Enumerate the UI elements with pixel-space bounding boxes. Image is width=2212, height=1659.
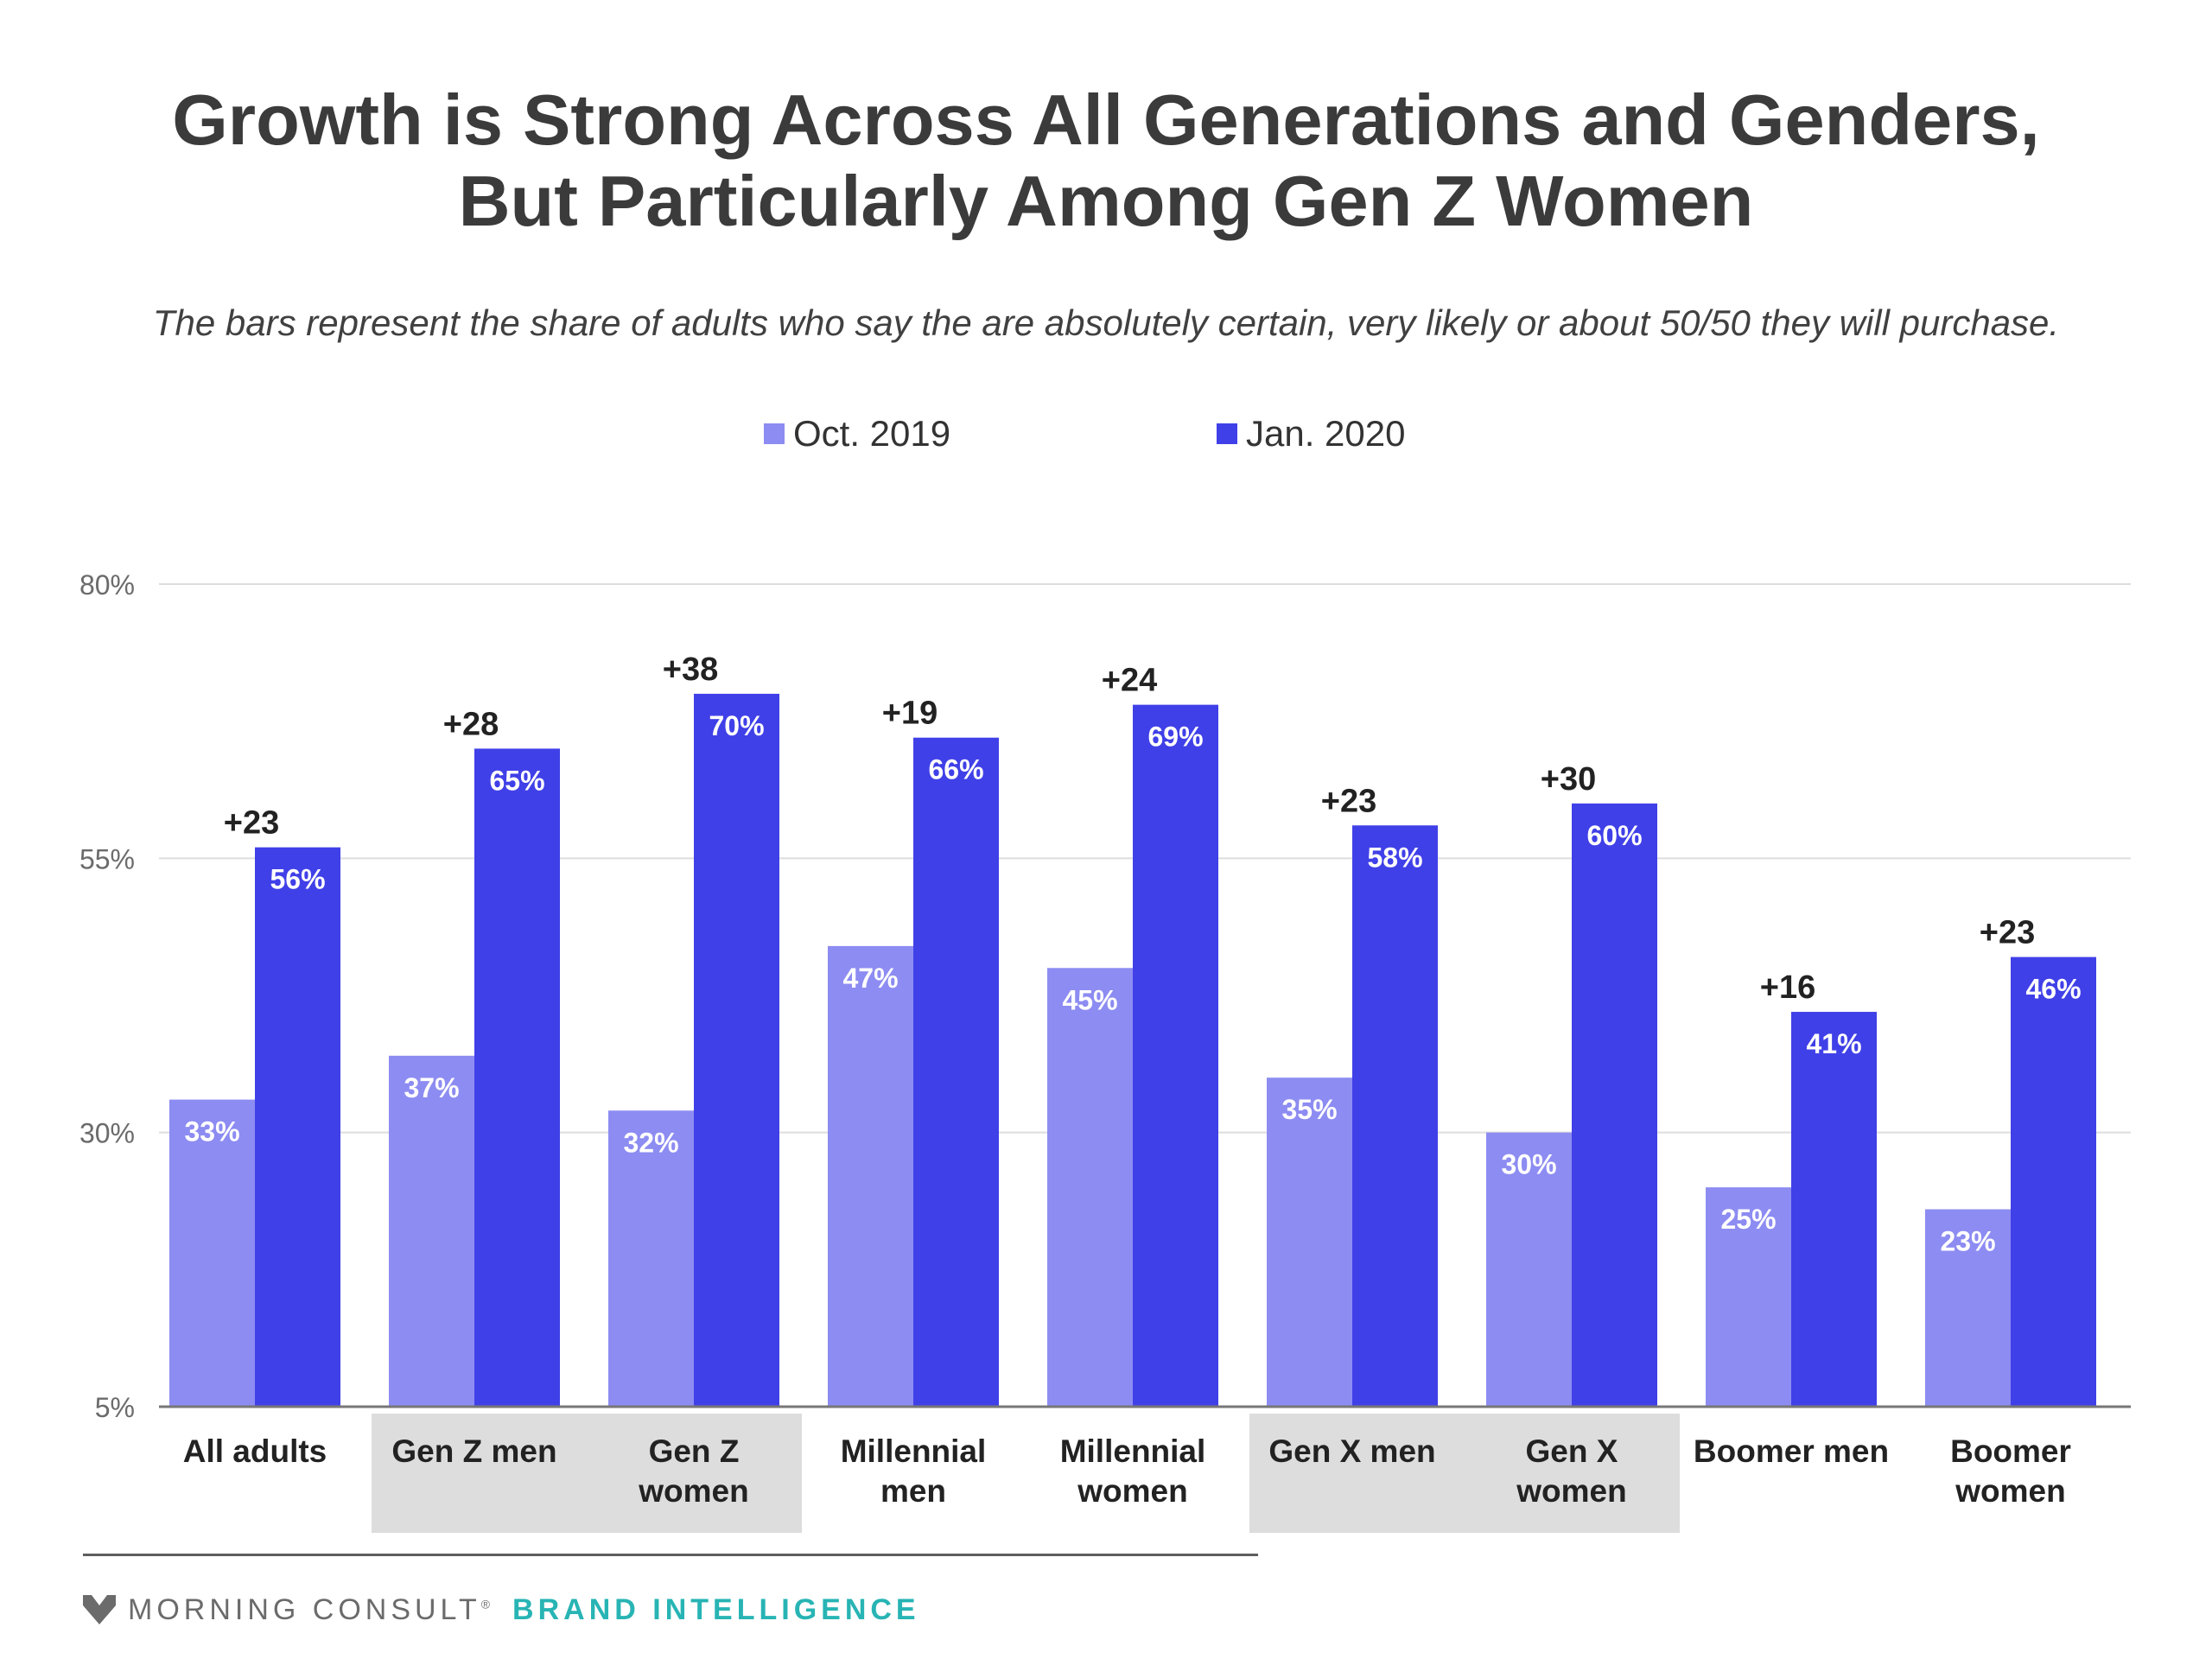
- bar-value-label: 33%: [184, 1116, 239, 1147]
- bar-value-label: 41%: [1806, 1028, 1861, 1059]
- bar-value-label: 46%: [2025, 974, 2081, 1005]
- bar: [913, 737, 999, 1407]
- x-category-label-line: Gen Z men: [391, 1433, 556, 1469]
- legend-swatch-jan-2020: [1217, 423, 1237, 444]
- x-category-label: Gen Z women: [638, 1433, 748, 1509]
- x-category-label: Gen X women: [1516, 1433, 1626, 1509]
- y-tick-label: 5%: [95, 1392, 135, 1423]
- bar: [389, 1055, 474, 1407]
- legend-label-oct-2019: Oct. 2019: [793, 413, 951, 454]
- bar: [828, 945, 913, 1407]
- bar: [1706, 1187, 1791, 1407]
- x-category-label: Boomer men: [1694, 1433, 1889, 1469]
- bar-value-label: 56%: [270, 864, 325, 895]
- bar-value-label: 32%: [623, 1127, 678, 1158]
- bar-value-label: 25%: [1720, 1204, 1776, 1235]
- footer-brand: MORNING CONSULT®: [128, 1593, 490, 1627]
- x-category-label: Millennial men: [841, 1433, 987, 1509]
- x-category-label-line: women: [1516, 1473, 1626, 1509]
- chart-title-line-2: But Particularly Among Gen Z Women: [458, 161, 1754, 241]
- footer-divider: [83, 1554, 1258, 1556]
- x-category-label-line: men: [880, 1473, 946, 1509]
- x-category-label-line: women: [1077, 1473, 1187, 1509]
- bar: [1791, 1012, 1877, 1407]
- bar: [2011, 957, 2096, 1407]
- change-label: +28: [443, 706, 499, 742]
- change-label: +16: [1760, 969, 1815, 1006]
- x-category-label-line: Gen X: [1526, 1433, 1618, 1469]
- bar-value-label: 70%: [709, 710, 764, 741]
- change-label: +19: [882, 696, 938, 732]
- bar-value-label: 69%: [1147, 721, 1203, 753]
- x-category-label-line: Gen Z: [649, 1433, 740, 1469]
- x-category-label-line: Gen X men: [1268, 1433, 1435, 1469]
- x-category-label-line: Boomer men: [1694, 1433, 1889, 1469]
- bar-value-label: 23%: [1940, 1226, 1995, 1257]
- bar: [169, 1099, 255, 1407]
- x-category-label: Boomer women: [1950, 1433, 2071, 1509]
- bar: [694, 693, 779, 1407]
- change-label: +24: [1102, 663, 1157, 699]
- bar-value-label: 66%: [928, 754, 983, 785]
- x-category-label: Millennial women: [1060, 1433, 1206, 1509]
- x-category-label-line: women: [638, 1473, 748, 1509]
- y-tick-label: 30%: [79, 1118, 135, 1149]
- x-category-label-line: Millennial: [841, 1433, 987, 1469]
- bar: [1047, 968, 1133, 1407]
- footer: MORNING CONSULT® BRAND INTELLIGENCE: [83, 1586, 920, 1633]
- bar: [255, 847, 340, 1407]
- bar: [1572, 803, 1657, 1407]
- chart-title: Growth is Strong Across All Generations …: [0, 79, 2212, 242]
- bar: [1352, 825, 1438, 1407]
- x-category-label-line: women: [1955, 1473, 2065, 1509]
- bar-chart: 5% 30% 55% 80% 33% 56% +23 All adults 37% 65% +28 G…: [79, 569, 2131, 1533]
- bar: [474, 748, 560, 1407]
- category-highlight-band: [1249, 1414, 1680, 1533]
- category-highlight-band: [372, 1414, 802, 1533]
- legend-label-jan-2020: Jan. 2020: [1246, 413, 1406, 454]
- bar: [1925, 1209, 2011, 1407]
- bar-value-label: 45%: [1062, 984, 1117, 1015]
- bar-value-label: 58%: [1367, 842, 1422, 873]
- x-category-label-line: All adults: [183, 1433, 327, 1469]
- footer-brand-name: MORNING CONSULT: [128, 1592, 481, 1626]
- bar: [1267, 1077, 1352, 1407]
- bar-value-label: 60%: [1586, 820, 1642, 851]
- x-category-label-line: Millennial: [1060, 1433, 1206, 1469]
- x-category-label: All adults: [183, 1433, 327, 1469]
- x-category-label-line: Boomer: [1950, 1433, 2071, 1469]
- bar-value-label: 37%: [404, 1072, 459, 1103]
- bar-value-label: 47%: [842, 963, 898, 994]
- change-label: +23: [1980, 915, 2035, 951]
- change-label: +30: [1541, 761, 1596, 798]
- legend-item-jan-2020: Jan. 2020: [1217, 413, 1406, 454]
- change-label: +23: [224, 805, 279, 842]
- bar-value-label: 30%: [1501, 1149, 1556, 1180]
- chart-title-line-1: Growth is Strong Across All Generations …: [172, 79, 2040, 160]
- x-category-label: Gen Z men: [391, 1433, 556, 1469]
- bar: [1133, 704, 1218, 1407]
- bar: [1486, 1132, 1572, 1407]
- change-label: +38: [663, 652, 718, 688]
- morning-consult-logo-icon: [83, 1595, 116, 1624]
- legend: Oct. 2019 Jan. 2020: [0, 413, 2212, 465]
- x-category-label: Gen X men: [1268, 1433, 1435, 1469]
- bar: [608, 1110, 694, 1407]
- footer-tagline: BRAND INTELLIGENCE: [512, 1592, 920, 1626]
- y-tick-label: 55%: [79, 843, 135, 874]
- change-label: +23: [1321, 783, 1376, 819]
- chart-subtitle: The bars represent the share of adults w…: [152, 302, 2060, 343]
- footer-trademark: ®: [480, 1597, 491, 1611]
- bar-value-label: 35%: [1281, 1094, 1337, 1125]
- bar-value-label: 65%: [489, 765, 544, 796]
- legend-swatch-oct-2019: [764, 423, 785, 444]
- legend-item-oct-2019: Oct. 2019: [764, 413, 950, 454]
- y-tick-label: 80%: [79, 569, 135, 601]
